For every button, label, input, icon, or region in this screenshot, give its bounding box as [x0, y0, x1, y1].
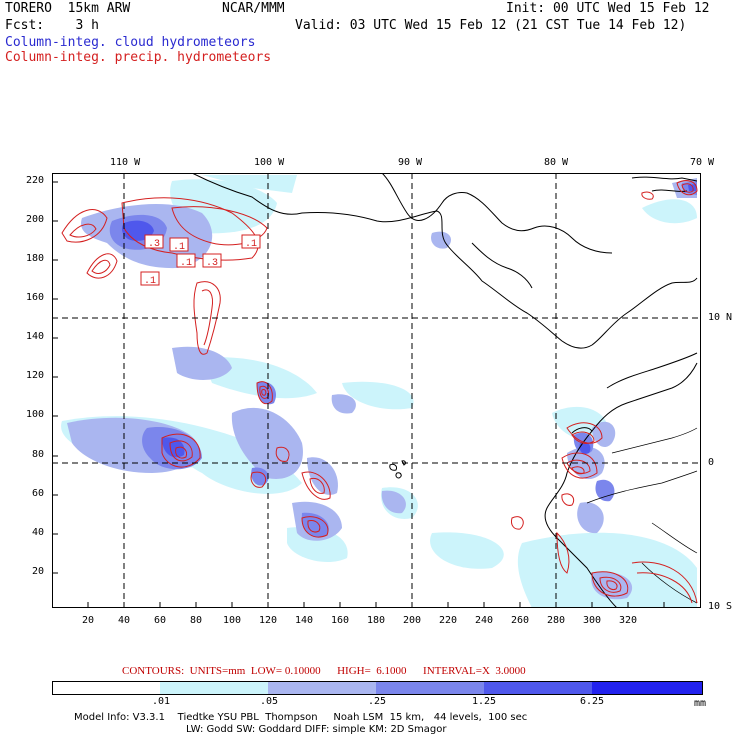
colorbar-segment [592, 681, 703, 695]
lat-lon-grid [52, 173, 701, 608]
x-tick-label: 180 [367, 615, 386, 626]
x-tick-label: 60 [154, 615, 167, 626]
x-tick-label: 240 [475, 615, 494, 626]
y-tick-label: 120 [26, 370, 45, 381]
lon-label-110w: 110 W [110, 157, 141, 168]
lon-label-90w: 90 W [398, 157, 423, 168]
contour-label: .1 [173, 242, 185, 253]
model-info-line2: LW: Godd SW: Goddard DIFF: simple KM: 2D… [186, 724, 447, 735]
precip-contours [61, 180, 698, 604]
contours-info: CONTOURS: UNITS=mm LOW= 0.10000 HIGH= 6.… [122, 665, 526, 677]
y-tick-label: 220 [26, 175, 45, 186]
cloud-shading [61, 175, 697, 608]
colorbar-segment [160, 681, 269, 695]
x-tick-label: 160 [331, 615, 350, 626]
y-tick-label: 100 [26, 409, 45, 420]
y-tick-label: 80 [32, 449, 45, 460]
colorbar-label: .01 [152, 696, 171, 707]
colorbar-segment [52, 681, 162, 695]
model-title: TORERO 15km ARW [5, 1, 131, 16]
y-tick-label: 60 [32, 488, 45, 499]
contour-label: .1 [245, 239, 257, 250]
x-tick-label: 40 [118, 615, 131, 626]
x-tick-label: 140 [295, 615, 314, 626]
lon-label-80w: 80 W [544, 157, 569, 168]
colorbar-label: .25 [368, 696, 387, 707]
coastline [191, 173, 698, 608]
colorbar-label: 6.25 [580, 696, 605, 707]
colorbar-segment [268, 681, 377, 695]
x-tick-label: 80 [190, 615, 203, 626]
x-tick-label: 320 [619, 615, 638, 626]
colorbar-segment [376, 681, 485, 695]
lat-label-equator: 0 [708, 457, 715, 468]
legend-precip-hydrometeors: Column-integ. precip. hydrometeors [5, 50, 272, 65]
contour-label: .3 [148, 239, 160, 250]
y-tick-label: 140 [26, 331, 45, 342]
lat-label-10n: 10 N [708, 312, 733, 323]
x-tick-label: 260 [511, 615, 530, 626]
colorbar-segment [484, 681, 593, 695]
valid-time: Valid: 03 UTC Wed 15 Feb 12 (21 CST Tue … [295, 18, 687, 33]
y-tick-label: 160 [26, 292, 45, 303]
init-time: Init: 00 UTC Wed 15 Feb 12 [506, 1, 710, 16]
x-tick-label: 120 [259, 615, 278, 626]
y-tick-label: 180 [26, 253, 45, 264]
lon-label-100w: 100 W [254, 157, 285, 168]
x-tick-label: 300 [583, 615, 602, 626]
y-tick-label: 40 [32, 527, 45, 538]
forecast-hour: Fcst: 3 h [5, 18, 99, 33]
organization-label: NCAR/MMM [222, 1, 285, 16]
contour-label: .3 [206, 258, 218, 269]
x-tick-label: 20 [82, 615, 95, 626]
contour-value-labels: .3 .1 .1 .3 .1 .1 [140, 234, 261, 287]
legend-cloud-hydrometeors: Column-integ. cloud hydrometeors [5, 35, 256, 50]
colorbar-units: mm [694, 698, 707, 709]
colorbar-label: .05 [260, 696, 279, 707]
lat-label-10s: 10 S [708, 601, 733, 612]
x-tick-label: 220 [439, 615, 458, 626]
model-info-line1: Model Info: V3.3.1 Tiedtke YSU PBL Thomp… [74, 712, 528, 723]
contour-label: .1 [144, 276, 156, 287]
x-tick-label: 100 [223, 615, 242, 626]
y-tick-label: 20 [32, 566, 45, 577]
x-tick-label: 280 [547, 615, 566, 626]
colorbar-label: 1.25 [472, 696, 497, 707]
x-tick-label: 200 [403, 615, 422, 626]
axis-ticks [52, 181, 665, 608]
lon-label-70w: 70 W [690, 157, 715, 168]
map-panel: .3 .1 .1 .3 .1 .1 [52, 173, 701, 608]
contour-label: .1 [180, 258, 192, 269]
y-tick-label: 200 [26, 214, 45, 225]
